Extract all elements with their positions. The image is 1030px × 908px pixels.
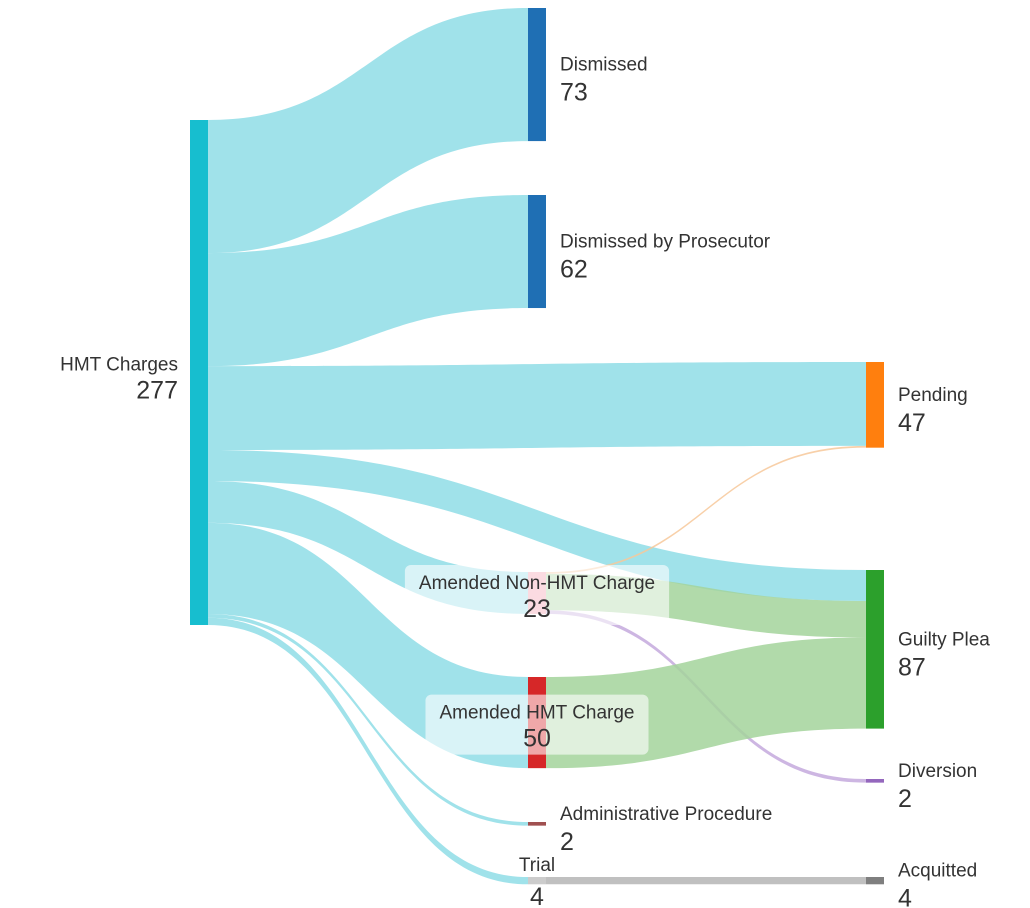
node-value: 50 (523, 725, 551, 753)
node (528, 8, 546, 142)
node-label: HMT Charges (60, 355, 178, 376)
node (866, 362, 884, 448)
link (208, 617, 528, 885)
node-label: Guilty Plea (898, 629, 990, 650)
node-label: Amended Non-HMT Charge (419, 573, 655, 594)
node-value: 4 (898, 885, 912, 908)
node (528, 877, 546, 885)
link (208, 449, 866, 601)
node-value: 23 (523, 595, 551, 623)
link (208, 8, 528, 254)
node-label: Dismissed by Prosecutor (560, 232, 771, 253)
node-value: 4 (530, 883, 544, 908)
node (866, 877, 884, 885)
label-box (425, 694, 649, 755)
label-box (404, 564, 670, 625)
node-label: Dismissed (560, 55, 648, 76)
link (546, 877, 866, 885)
node-label: Diversion (898, 761, 977, 782)
link (208, 362, 866, 450)
node-label: Amended HMT Charge (439, 703, 634, 724)
link (208, 614, 528, 826)
node-label: Administrative Procedure (560, 804, 772, 825)
node-value: 2 (560, 828, 574, 856)
link (208, 195, 528, 367)
node-value: 277 (136, 377, 178, 405)
node (528, 822, 546, 826)
node (866, 779, 884, 783)
link (546, 445, 866, 574)
node-label: Pending (898, 385, 968, 406)
node-value: 47 (898, 409, 926, 437)
node (190, 120, 208, 625)
node-label: Trial (519, 855, 555, 876)
node-value: 73 (560, 79, 588, 107)
node-value: 62 (560, 256, 588, 284)
node-value: 87 (898, 653, 926, 681)
node (866, 570, 884, 729)
node-value: 2 (898, 785, 912, 813)
node-label: Acquitted (898, 861, 977, 882)
node (528, 195, 546, 309)
